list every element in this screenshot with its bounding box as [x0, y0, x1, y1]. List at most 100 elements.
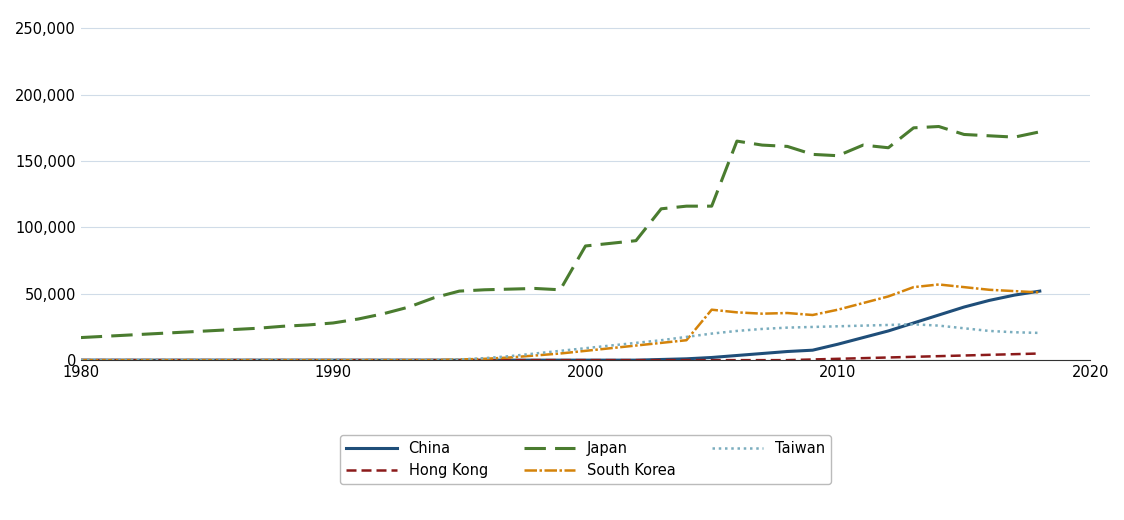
South Korea	[275, 357, 289, 363]
Hong Kong	[99, 357, 112, 363]
Line: Taiwan: Taiwan	[81, 324, 1040, 360]
Taiwan	[705, 331, 718, 337]
Hong Kong	[1008, 351, 1022, 357]
South Korea	[251, 357, 264, 363]
Taiwan	[504, 353, 517, 359]
China	[275, 357, 289, 363]
China	[99, 357, 112, 363]
Taiwan	[427, 357, 441, 363]
Japan	[427, 295, 441, 301]
Hong Kong	[275, 357, 289, 363]
Hong Kong	[806, 356, 819, 362]
South Korea	[856, 300, 870, 306]
Hong Kong	[125, 357, 138, 363]
China	[982, 297, 996, 304]
Japan	[982, 133, 996, 139]
Hong Kong	[175, 357, 189, 363]
Japan	[881, 145, 895, 151]
South Korea	[553, 350, 566, 357]
China	[806, 347, 819, 353]
China	[74, 357, 88, 363]
South Korea	[427, 357, 441, 363]
China	[427, 357, 441, 363]
Taiwan	[251, 357, 264, 363]
South Korea	[226, 357, 239, 363]
China	[1008, 292, 1022, 298]
Japan	[301, 322, 315, 328]
Taiwan	[99, 357, 112, 363]
China	[731, 353, 744, 359]
South Korea	[781, 310, 795, 316]
Japan	[604, 240, 617, 246]
China	[251, 357, 264, 363]
Japan	[149, 331, 163, 337]
China	[680, 356, 694, 362]
Hong Kong	[453, 357, 466, 363]
Taiwan	[528, 350, 542, 357]
Taiwan	[958, 325, 971, 331]
Hong Kong	[604, 357, 617, 363]
Japan	[806, 151, 819, 158]
China	[856, 334, 870, 341]
China	[907, 320, 921, 326]
Hong Kong	[377, 357, 390, 363]
Taiwan	[301, 357, 315, 363]
Taiwan	[149, 357, 163, 363]
Taiwan	[856, 322, 870, 329]
China	[528, 357, 542, 363]
Hong Kong	[402, 357, 416, 363]
Japan	[1033, 128, 1046, 135]
Line: Japan: Japan	[81, 126, 1040, 337]
Taiwan	[453, 356, 466, 362]
Japan	[99, 333, 112, 340]
Hong Kong	[226, 357, 239, 363]
Japan	[579, 243, 592, 249]
Japan	[654, 206, 668, 212]
Taiwan	[654, 337, 668, 343]
Japan	[831, 152, 844, 159]
Japan	[478, 287, 491, 293]
Hong Kong	[301, 357, 315, 363]
Legend: China, Hong Kong, Japan, South Korea, Taiwan: China, Hong Kong, Japan, South Korea, Ta…	[341, 435, 831, 484]
China	[301, 357, 315, 363]
South Korea	[629, 342, 643, 348]
Hong Kong	[731, 357, 744, 363]
China	[579, 357, 592, 363]
Line: South Korea: South Korea	[81, 284, 1040, 360]
Hong Kong	[881, 354, 895, 360]
South Korea	[74, 357, 88, 363]
Taiwan	[74, 357, 88, 363]
China	[326, 357, 339, 363]
Hong Kong	[932, 353, 945, 359]
Taiwan	[1008, 329, 1022, 335]
Taiwan	[680, 334, 694, 340]
South Korea	[453, 356, 466, 362]
Hong Kong	[478, 357, 491, 363]
South Korea	[125, 357, 138, 363]
Japan	[731, 138, 744, 144]
China	[149, 357, 163, 363]
Taiwan	[200, 357, 214, 363]
Hong Kong	[528, 357, 542, 363]
Japan	[958, 132, 971, 138]
Hong Kong	[149, 357, 163, 363]
China	[629, 357, 643, 363]
Hong Kong	[74, 357, 88, 363]
South Korea	[1008, 288, 1022, 294]
South Korea	[731, 309, 744, 316]
South Korea	[478, 356, 491, 362]
Japan	[932, 123, 945, 129]
Hong Kong	[958, 353, 971, 359]
South Korea	[705, 307, 718, 313]
Hong Kong	[579, 357, 592, 363]
Taiwan	[982, 328, 996, 334]
South Korea	[680, 337, 694, 343]
Japan	[856, 142, 870, 148]
Line: Hong Kong: Hong Kong	[81, 354, 1040, 360]
Japan	[275, 323, 289, 329]
Taiwan	[377, 357, 390, 363]
China	[175, 357, 189, 363]
Taiwan	[275, 357, 289, 363]
China	[755, 350, 769, 357]
China	[402, 357, 416, 363]
